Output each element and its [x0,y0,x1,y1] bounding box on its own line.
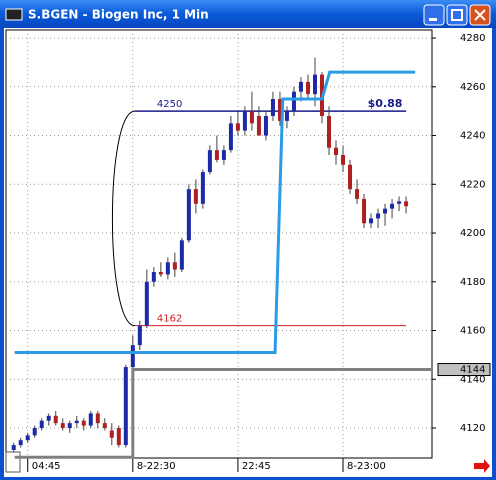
y-tick-label: 4160 [460,326,485,337]
candle-body [151,272,156,282]
candle-body [228,123,233,151]
window-title: S.BGEN - Biogen Inc, 1 Min [28,8,209,22]
candle-body [53,415,58,424]
y-tick-label: 4280 [460,33,485,44]
candle-body [312,74,317,95]
candle-body [298,81,303,92]
candle-body [186,189,191,241]
candle-body [137,325,142,346]
candle-body [179,240,184,270]
candle-body [263,116,268,136]
candle-body [158,272,163,275]
last-price-box [437,363,491,377]
candle-body [130,345,135,368]
plot-area [5,29,433,459]
y-tick-label: 4220 [460,179,485,190]
candle-body [221,150,226,160]
candle-body [165,262,170,275]
candle-body [348,164,353,190]
candle-body [327,116,332,148]
candle-body [249,111,254,124]
minimize-button[interactable] [423,4,445,26]
candle-body [369,218,374,224]
candle-body [109,430,114,438]
app-icon[interactable] [5,8,23,21]
candle-body [74,420,79,424]
y-tick-label: 4180 [460,277,485,288]
level-label: 4162 [157,314,182,325]
candle-body [60,423,65,429]
candle-body [270,98,275,117]
y-tick-label: 4240 [460,131,485,142]
candle-body [88,413,93,426]
x-tick-label: 8-23:00 [347,461,386,472]
candle-body [362,198,367,224]
candle-body [25,435,30,441]
x-tick-label: 8-22:30 [137,461,176,472]
y-tick-label: 4200 [460,228,485,239]
overlay-line [14,70,416,354]
candle-body [284,111,289,121]
candle-body [390,203,395,209]
candle-body [39,420,44,429]
candle-body [242,111,247,131]
minimize-icon [429,18,437,21]
candle-body [341,155,346,165]
candle-body [305,81,310,95]
candle-body [397,201,402,204]
candle-body [277,98,282,121]
candle-body [46,415,51,421]
candle-body [256,116,261,136]
candle-body [123,367,128,446]
candle-body [376,213,381,219]
overlay-line [14,368,432,459]
measure-bracket [111,110,136,327]
candle-body [67,423,72,429]
candle-body [235,123,240,131]
maximize-button[interactable] [446,4,468,26]
scroll-right-arrow[interactable] [474,459,490,473]
candle-body [18,440,23,446]
title-bar [0,0,496,28]
candle-body [32,428,37,436]
level-label: 4250 [157,99,182,110]
close-icon [474,9,486,21]
candle-body [200,172,205,204]
candle-body [144,281,149,326]
candle-body [334,147,339,156]
x-tick-label: 22:45 [242,461,271,472]
candle-body [193,189,198,204]
candle-body [404,201,409,207]
candle-body [291,91,296,112]
candle-body [214,150,219,160]
x-tick-label: 04:45 [32,461,61,472]
y-tick-label: 4120 [460,423,485,434]
scroll-box[interactable] [5,451,21,473]
y-tick-label: 4140 [460,374,485,385]
candle-body [116,428,121,446]
candle-body [207,150,212,173]
candle-body [102,423,107,429]
candle-body [383,208,388,214]
y-tick-label: 4260 [460,82,485,93]
maximize-icon [451,9,463,21]
candle-body [11,445,16,450]
candle-body [355,189,360,199]
candle-body [172,262,177,270]
difference-label: $0.88 [368,97,403,110]
last-price-label: 4144 [460,365,485,376]
candle-body [81,420,86,426]
candle-body [95,413,100,424]
